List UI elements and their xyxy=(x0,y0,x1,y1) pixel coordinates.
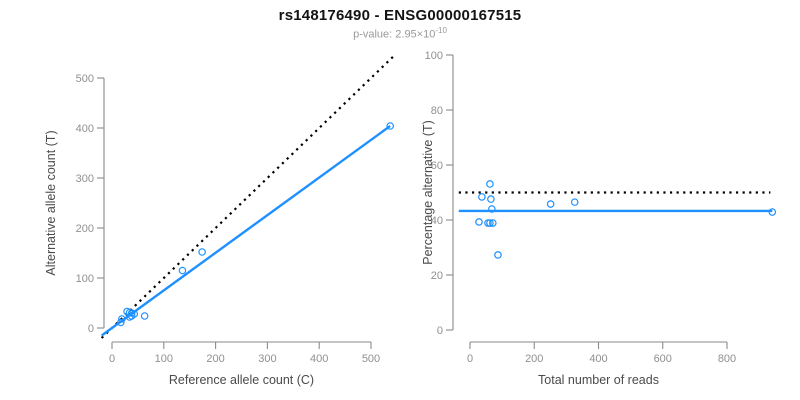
y-tick-label: 80 xyxy=(431,105,443,117)
y-axis-title: Percentage alternative (T) xyxy=(421,120,435,265)
data-point xyxy=(486,219,494,227)
x-tick-label: 100 xyxy=(155,353,173,365)
y-tick-label: 500 xyxy=(76,73,94,85)
x-tick-label: 400 xyxy=(310,353,328,365)
x-tick-label: 200 xyxy=(206,353,224,365)
page-title: rs148176490 - ENSG00000167515 xyxy=(278,7,522,24)
y-tick-label: 300 xyxy=(76,173,94,185)
y-tick-label: 0 xyxy=(88,323,94,335)
data-point xyxy=(117,318,125,327)
data-point xyxy=(494,251,502,259)
data-point xyxy=(475,218,483,226)
x-tick-label: 0 xyxy=(109,353,115,365)
fit-line xyxy=(100,125,391,337)
right-plot-percentage-vs-reads-scatter: 0 20 40 60 80 100 0 200 400 600 800 Total number of… xyxy=(421,50,777,387)
data-point xyxy=(118,315,126,323)
y-tick-label: 40 xyxy=(431,215,443,227)
data-point xyxy=(546,200,555,208)
y-tick-label: 100 xyxy=(76,273,94,285)
data-point xyxy=(488,205,496,213)
x-tick-label: 400 xyxy=(589,353,607,365)
x-tick-label: 0 xyxy=(467,353,473,365)
x-tick-label: 500 xyxy=(362,353,380,365)
data-point xyxy=(486,180,494,188)
data-point xyxy=(478,193,486,201)
x-axis-title: Total number of reads xyxy=(538,373,659,387)
x-tick-label: 600 xyxy=(654,353,672,365)
data-point xyxy=(178,266,187,275)
x-axis-title: Reference allele count (C) xyxy=(169,373,314,387)
y-tick-label: 60 xyxy=(431,160,443,172)
y-tick-label: 20 xyxy=(431,270,443,282)
y-tick-label: 0 xyxy=(437,325,443,337)
left-plot-allele-counts-scatter: 0 100 200 300 400 500 0 100 200 300 400 500 Referenc… xyxy=(44,53,397,387)
p-value-exponent: -10 xyxy=(435,26,447,35)
data-point xyxy=(489,219,497,227)
identity-line xyxy=(100,53,397,339)
y-tick-label: 200 xyxy=(76,223,94,235)
data-point xyxy=(570,198,579,206)
p-value-subtitle: p-value: 2.95×10-10 xyxy=(0,26,800,41)
data-point xyxy=(130,310,139,318)
y-tick-label: 400 xyxy=(76,123,94,135)
x-tick-label: 800 xyxy=(718,353,736,365)
data-point xyxy=(487,195,495,203)
data-point xyxy=(386,122,394,130)
data-point xyxy=(140,312,149,320)
data-point xyxy=(768,208,777,216)
y-axis-title: Alternative allele count (T) xyxy=(44,130,58,275)
data-point xyxy=(198,248,206,256)
x-tick-label: 300 xyxy=(258,353,276,365)
x-tick-label: 200 xyxy=(525,353,543,365)
y-tick-label: 100 xyxy=(425,50,443,62)
p-value-text: p-value: 2.95×10 xyxy=(353,28,436,41)
